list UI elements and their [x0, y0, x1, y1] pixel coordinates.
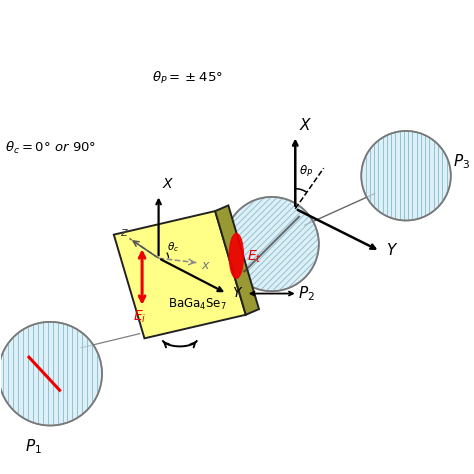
Text: $\theta_c$: $\theta_c$ — [167, 240, 179, 254]
Text: $X$: $X$ — [162, 177, 174, 191]
Text: $E_t$: $E_t$ — [247, 248, 262, 265]
Text: $P_1$: $P_1$ — [25, 438, 42, 456]
Polygon shape — [215, 205, 259, 315]
Text: $X$: $X$ — [299, 117, 312, 133]
Text: $Y$: $Y$ — [232, 286, 244, 300]
Text: $Y$: $Y$ — [386, 242, 398, 258]
Text: $x$: $x$ — [201, 259, 211, 272]
Ellipse shape — [225, 197, 319, 291]
Text: $z$: $z$ — [120, 226, 129, 238]
Polygon shape — [114, 211, 246, 338]
Text: $\theta_P = \pm 45°$: $\theta_P = \pm 45°$ — [152, 70, 222, 86]
Text: $P_3$: $P_3$ — [453, 152, 470, 171]
Text: $P_2$: $P_2$ — [298, 284, 314, 303]
Text: $\theta_c = 0°\ \mathit{or}\ 90°$: $\theta_c = 0°\ \mathit{or}\ 90°$ — [5, 140, 97, 156]
Text: $E_i$: $E_i$ — [133, 309, 146, 325]
Text: $\mathrm{BaGa_4Se_7}$: $\mathrm{BaGa_4Se_7}$ — [168, 297, 227, 312]
Ellipse shape — [361, 131, 451, 220]
Ellipse shape — [0, 322, 102, 426]
Ellipse shape — [229, 234, 244, 278]
Text: $\theta_P$: $\theta_P$ — [299, 164, 313, 179]
